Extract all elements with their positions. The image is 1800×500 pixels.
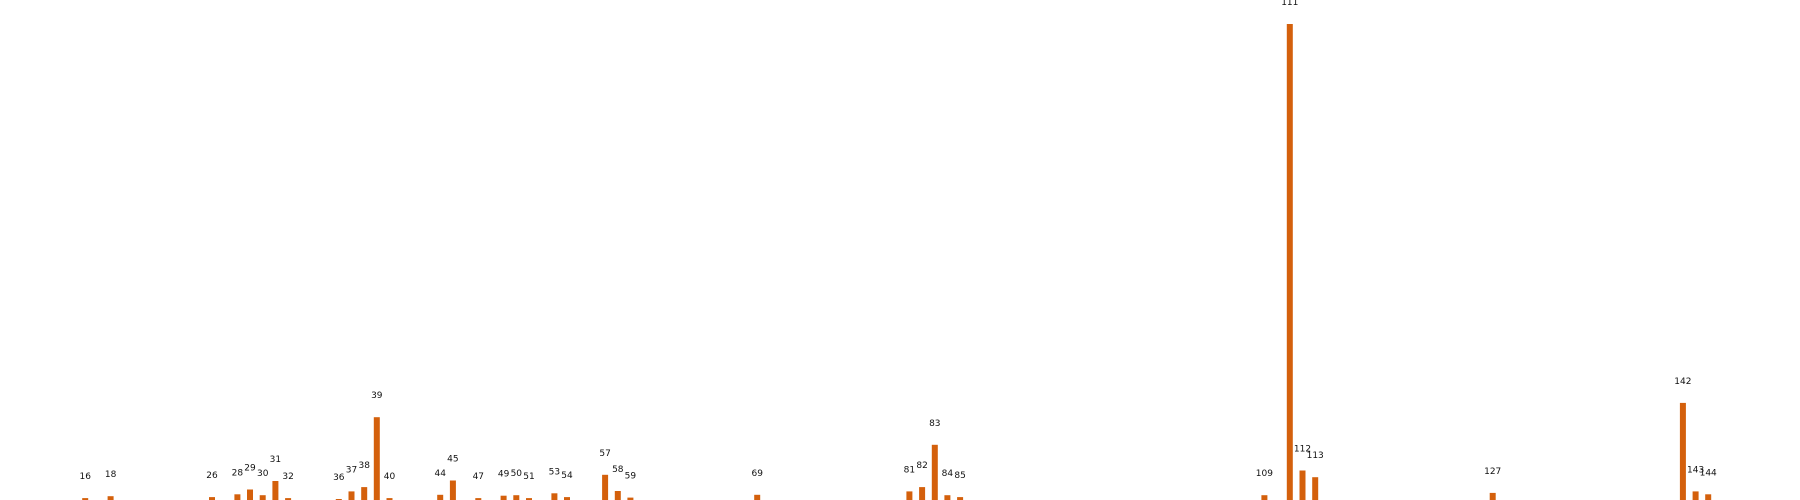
bar-label-51: 51 <box>523 472 534 482</box>
bar-144 <box>1705 494 1712 500</box>
bar-112 <box>1299 470 1306 500</box>
bar-28 <box>234 494 241 500</box>
bar-37 <box>348 491 355 500</box>
bar-label-53: 53 <box>549 467 560 477</box>
bar-44 <box>437 494 444 500</box>
bar-label-50: 50 <box>511 469 523 479</box>
bar-39 <box>373 417 380 500</box>
bar-58 <box>614 491 621 500</box>
bar-54 <box>564 497 570 500</box>
bar-label-29: 29 <box>244 464 256 474</box>
bar-32 <box>285 498 292 500</box>
bar-57 <box>602 474 609 500</box>
bar-label-26: 26 <box>206 471 218 481</box>
bar-label-57: 57 <box>599 449 610 459</box>
bar-label-69: 69 <box>751 469 763 479</box>
bar-111 <box>1286 24 1293 500</box>
bar-81 <box>906 491 913 500</box>
bar-143 <box>1692 491 1699 500</box>
bar-label-143: 143 <box>1687 465 1704 475</box>
bar-label-109: 109 <box>1256 469 1273 479</box>
bar-label-38: 38 <box>358 461 370 471</box>
bar-142 <box>1679 402 1686 500</box>
bar-label-45: 45 <box>447 455 458 465</box>
bar-38 <box>361 487 368 500</box>
bar-18 <box>107 496 114 500</box>
bar-82 <box>919 487 926 500</box>
bar-label-37: 37 <box>346 465 357 475</box>
bar-label-112: 112 <box>1294 445 1311 455</box>
bar-label-84: 84 <box>942 469 954 479</box>
bar-label-127: 127 <box>1484 467 1501 477</box>
bar-84 <box>944 495 951 500</box>
bar-30 <box>259 495 266 500</box>
bar-26 <box>209 497 215 500</box>
bar-label-39: 39 <box>371 391 383 401</box>
bar-label-36: 36 <box>333 473 345 483</box>
bar-113 <box>1312 477 1319 500</box>
bar-label-83: 83 <box>929 419 940 429</box>
bar-45 <box>449 480 456 500</box>
bar-label-113: 113 <box>1307 451 1324 461</box>
bar-label-81: 81 <box>904 465 915 475</box>
bar-109 <box>1261 495 1268 500</box>
bar-label-111: 111 <box>1281 0 1298 8</box>
bar-40 <box>386 498 393 500</box>
bar-label-82: 82 <box>916 461 927 471</box>
bar-85 <box>957 497 964 500</box>
bar-label-18: 18 <box>105 470 117 480</box>
bars-group <box>82 24 1712 500</box>
bar-53 <box>551 493 558 500</box>
bar-69 <box>754 494 761 500</box>
bar-label-49: 49 <box>498 470 510 480</box>
bar-59 <box>627 497 634 500</box>
bar-label-44: 44 <box>434 469 446 479</box>
bar-label-59: 59 <box>625 472 637 482</box>
bar-31 <box>272 481 279 500</box>
bar-83 <box>931 444 938 500</box>
bar-label-40: 40 <box>384 472 396 482</box>
bar-label-28: 28 <box>232 468 244 478</box>
bar-label-142: 142 <box>1674 377 1691 387</box>
bar-label-30: 30 <box>257 469 269 479</box>
bar-16 <box>82 498 89 500</box>
bar-label-85: 85 <box>954 471 965 481</box>
bar-label-32: 32 <box>282 472 293 482</box>
bar-29 <box>247 489 253 500</box>
bar-47 <box>475 498 482 500</box>
bar-label-144: 144 <box>1700 468 1717 478</box>
bar-49 <box>500 495 507 500</box>
bar-51 <box>526 498 532 500</box>
bar-label-16: 16 <box>79 472 91 482</box>
bar-label-54: 54 <box>561 471 573 481</box>
bar-label-31: 31 <box>270 455 281 465</box>
bar-label-47: 47 <box>473 472 484 482</box>
bar-127 <box>1489 492 1496 500</box>
bar-label-58: 58 <box>612 465 624 475</box>
bar-50 <box>513 495 520 500</box>
